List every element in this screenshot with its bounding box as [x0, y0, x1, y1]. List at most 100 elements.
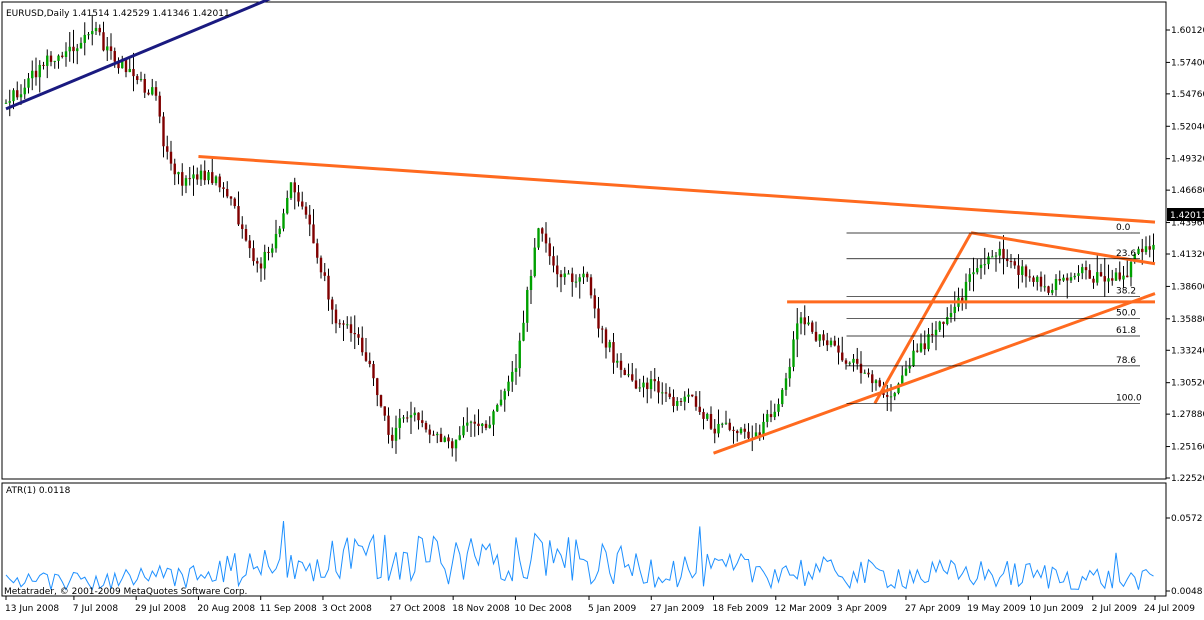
candle-body[interactable]: [1036, 276, 1039, 282]
candle-body[interactable]: [109, 46, 113, 52]
candle-body[interactable]: [1111, 278, 1114, 281]
candle-body[interactable]: [1006, 258, 1009, 262]
candle-body[interactable]: [443, 437, 446, 442]
candle-body[interactable]: [593, 295, 596, 309]
candle-body[interactable]: [46, 55, 49, 66]
candle-body[interactable]: [139, 78, 143, 81]
candle-body[interactable]: [244, 229, 248, 241]
candle-body[interactable]: [754, 432, 758, 439]
candle-body[interactable]: [353, 333, 356, 335]
candle-body[interactable]: [859, 363, 863, 374]
candle-body[interactable]: [27, 78, 30, 88]
candle-body[interactable]: [601, 328, 604, 330]
candle-body[interactable]: [124, 59, 128, 73]
candle-body[interactable]: [409, 415, 413, 418]
candle-body[interactable]: [668, 393, 671, 397]
candle-body[interactable]: [436, 433, 439, 436]
candle-body[interactable]: [844, 360, 848, 364]
candle-body[interactable]: [398, 418, 401, 428]
candle-body[interactable]: [998, 248, 1001, 256]
price-pane[interactable]: [4, 14, 1155, 462]
candle-body[interactable]: [597, 308, 600, 329]
candle-body[interactable]: [372, 364, 375, 379]
candle-body[interactable]: [16, 90, 19, 98]
candle-body[interactable]: [1028, 276, 1031, 278]
candle-body[interactable]: [226, 188, 229, 197]
candle-body[interactable]: [1058, 278, 1061, 281]
candle-body[interactable]: [102, 32, 105, 51]
candle-body[interactable]: [657, 381, 660, 393]
atr-line[interactable]: [5, 520, 1154, 591]
candle-body[interactable]: [1122, 275, 1125, 280]
candle-body[interactable]: [1069, 277, 1073, 281]
candle-body[interactable]: [934, 329, 938, 336]
candle-body[interactable]: [53, 60, 56, 62]
candle-body[interactable]: [777, 404, 780, 412]
candle-body[interactable]: [481, 423, 484, 427]
candle-body[interactable]: [391, 434, 394, 441]
candle-body[interactable]: [706, 413, 709, 419]
candle-body[interactable]: [507, 381, 510, 392]
candle-body[interactable]: [1021, 266, 1024, 275]
candle-body[interactable]: [1013, 261, 1016, 266]
candle-body[interactable]: [79, 42, 83, 49]
candle-body[interactable]: [166, 146, 169, 152]
candle-body[interactable]: [739, 428, 743, 434]
candle-body[interactable]: [852, 358, 855, 363]
candle-body[interactable]: [878, 380, 881, 387]
candle-body[interactable]: [848, 362, 851, 364]
candle-body[interactable]: [541, 228, 544, 234]
candle-body[interactable]: [147, 92, 150, 95]
candle-body[interactable]: [192, 174, 195, 179]
candle-body[interactable]: [627, 374, 630, 376]
candle-body[interactable]: [304, 206, 308, 215]
candle-body[interactable]: [207, 172, 210, 181]
candle-body[interactable]: [908, 365, 911, 369]
candle-body[interactable]: [533, 247, 536, 276]
candle-body[interactable]: [1084, 267, 1088, 271]
candle-body[interactable]: [1092, 278, 1095, 283]
candle-body[interactable]: [94, 27, 98, 32]
candle-body[interactable]: [773, 411, 776, 418]
candle-body[interactable]: [1054, 278, 1058, 291]
candle-body[interactable]: [143, 78, 146, 93]
candle-body[interactable]: [837, 345, 840, 353]
candle-body[interactable]: [1114, 272, 1118, 281]
candle-body[interactable]: [762, 421, 765, 436]
candle-body[interactable]: [154, 87, 158, 96]
candle-body[interactable]: [578, 277, 581, 282]
candle-body[interactable]: [1137, 248, 1140, 254]
candle-body[interactable]: [263, 251, 266, 269]
candle-body[interactable]: [814, 331, 818, 341]
candle-body[interactable]: [552, 256, 555, 266]
candle-body[interactable]: [559, 274, 563, 278]
candle-body[interactable]: [574, 281, 578, 283]
candle-body[interactable]: [811, 322, 814, 332]
candle-body[interactable]: [259, 263, 263, 269]
candle-body[interactable]: [1096, 272, 1099, 283]
candle-body[interactable]: [23, 87, 26, 95]
candle-body[interactable]: [113, 51, 116, 62]
candle-body[interactable]: [136, 76, 139, 81]
trendline[interactable]: [713, 292, 1156, 455]
candle-body[interactable]: [499, 399, 503, 406]
candle-body[interactable]: [293, 182, 296, 193]
candle-body[interactable]: [211, 172, 214, 184]
trendline-layer[interactable]: [5, 0, 1156, 455]
candle-body[interactable]: [953, 306, 956, 313]
candle-body[interactable]: [679, 401, 683, 403]
candle-body[interactable]: [931, 334, 934, 336]
candle-body[interactable]: [964, 281, 968, 301]
candle-body[interactable]: [856, 358, 859, 364]
candle-body[interactable]: [34, 70, 38, 78]
candle-body[interactable]: [522, 322, 525, 341]
candle-body[interactable]: [1047, 286, 1050, 293]
candle-body[interactable]: [364, 352, 368, 361]
candle-body[interactable]: [897, 383, 900, 394]
candle-body[interactable]: [492, 411, 495, 425]
candle-body[interactable]: [68, 46, 71, 52]
candle-body[interactable]: [1144, 246, 1148, 253]
candle-body[interactable]: [979, 264, 983, 269]
candle-body[interactable]: [968, 274, 971, 282]
candle-body[interactable]: [518, 340, 521, 369]
